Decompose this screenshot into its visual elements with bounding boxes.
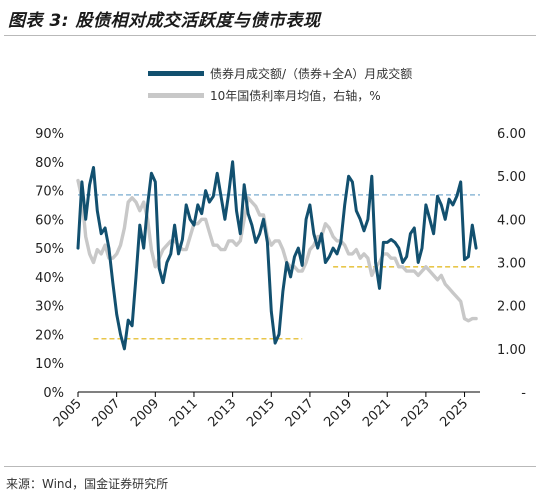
y-left-tick-label: 80% (35, 156, 64, 171)
series-layer (76, 160, 478, 351)
footer-divider (4, 466, 536, 467)
legend-swatch-yield (148, 92, 204, 98)
x-tick-label: 2011 (167, 396, 201, 430)
y-right-tick-label: 4.00 (497, 213, 526, 228)
y-left-tick-label: 0% (43, 386, 64, 401)
y-left-tick-label: 90% (35, 127, 64, 142)
y-left-tick-label: 10% (35, 357, 64, 372)
y-right-tick-label: 6.00 (497, 127, 526, 142)
series-line-yield (76, 178, 478, 323)
x-tick-label: 2005 (51, 396, 85, 430)
y-right-tick-label: 1.00 (497, 343, 526, 358)
chart-legend: 债券月成交额/（债券+全A）月成交额 10年国债利率月均值，右轴，% (148, 62, 412, 106)
y-right-tick-label: 5.00 (497, 170, 526, 185)
legend-item-bond-ratio: 债券月成交额/（债券+全A）月成交额 (148, 62, 412, 84)
y-left-tick-label: 70% (35, 185, 64, 200)
legend-swatch-bond-ratio (148, 70, 204, 76)
legend-label-yield: 10年国债利率月均值，右轴，% (210, 88, 381, 103)
source-note: 来源：Wind，国金证券研究所 (6, 477, 169, 491)
axes-layer: 0% 10% 20% 30% 40% 50% 60% 70% 80% 90% - 1.00 2.00 3.… (35, 127, 526, 430)
reference-lines (78, 194, 480, 340)
series-line-bond-ratio (76, 160, 478, 351)
x-tick-label: 2023 (399, 396, 433, 430)
y-left-tick-label: 40% (35, 271, 64, 286)
x-tick-label: 2021 (360, 396, 394, 430)
legend-label-bond-ratio: 债券月成交额/（债券+全A）月成交额 (210, 66, 413, 81)
legend-item-yield: 10年国债利率月均值，右轴，% (148, 84, 412, 106)
y-right-tick-label: - (521, 386, 526, 401)
page-title: 图表 3: 股债相对成交活跃度与债市表现 (8, 11, 321, 31)
title-divider (4, 35, 536, 36)
x-tick-label: 2013 (205, 396, 239, 430)
y-left-tick-label: 20% (35, 328, 64, 343)
y-left-tick-label: 50% (35, 242, 64, 257)
x-tick-label: 2009 (128, 396, 162, 430)
x-tick-label: 2019 (321, 396, 355, 430)
x-tick-label: 2017 (283, 396, 317, 430)
x-tick-label: 2015 (244, 396, 278, 430)
y-right-tick-label: 2.00 (497, 300, 526, 315)
y-right-tick-label: 3.00 (497, 257, 526, 272)
x-tick-label: 2025 (437, 396, 471, 430)
x-tick-label: 2007 (89, 396, 123, 430)
y-left-tick-label: 30% (35, 300, 64, 315)
y-left-tick-label: 60% (35, 213, 64, 228)
